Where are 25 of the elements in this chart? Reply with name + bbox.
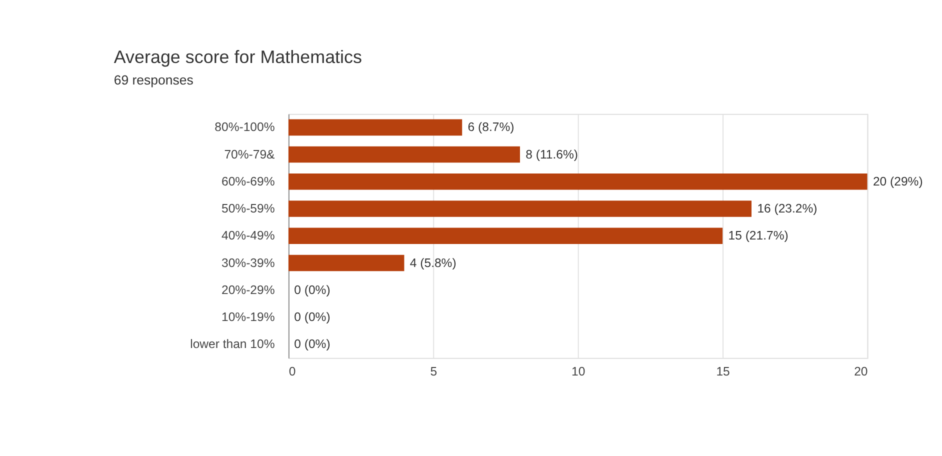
y-tick-label: 50%-59% bbox=[221, 202, 275, 216]
y-tick-label: lower than 10% bbox=[190, 337, 275, 352]
data-label: 16 (23.2%) bbox=[757, 202, 818, 216]
chart-title: Average score for Mathematics bbox=[114, 46, 362, 67]
y-tick-label: 30%-39% bbox=[221, 256, 275, 270]
x-tick-label: 20 bbox=[854, 364, 868, 378]
x-tick-label: 15 bbox=[716, 364, 730, 378]
x-tick-label: 10 bbox=[572, 364, 586, 378]
y-tick-label: 70%-79& bbox=[224, 147, 275, 162]
y-tick-label: 80%-100% bbox=[214, 120, 275, 134]
y-tick-label: 20%-29% bbox=[221, 282, 275, 297]
data-label: 20 (29%) bbox=[872, 174, 923, 188]
data-label: 4 (5.8%) bbox=[410, 256, 456, 270]
x-tick-label: 5 bbox=[430, 364, 438, 378]
data-label: 15 (21.7%) bbox=[728, 228, 788, 243]
y-tick-label: 60%-69% bbox=[221, 174, 275, 188]
x-tick-label: 0 bbox=[288, 364, 296, 378]
data-label: 8 (11.6%) bbox=[526, 147, 578, 162]
data-label: 6 (8.7%) bbox=[468, 120, 514, 134]
y-tick-label: 10%-19% bbox=[221, 310, 275, 324]
data-label: 0 (0%) bbox=[294, 310, 330, 324]
text: 69 responses bbox=[114, 72, 194, 88]
y-tick-label: 40%-49% bbox=[221, 228, 275, 243]
data-label: 0 (0%) bbox=[294, 337, 330, 352]
data-label: 0 (0%) bbox=[294, 282, 330, 297]
